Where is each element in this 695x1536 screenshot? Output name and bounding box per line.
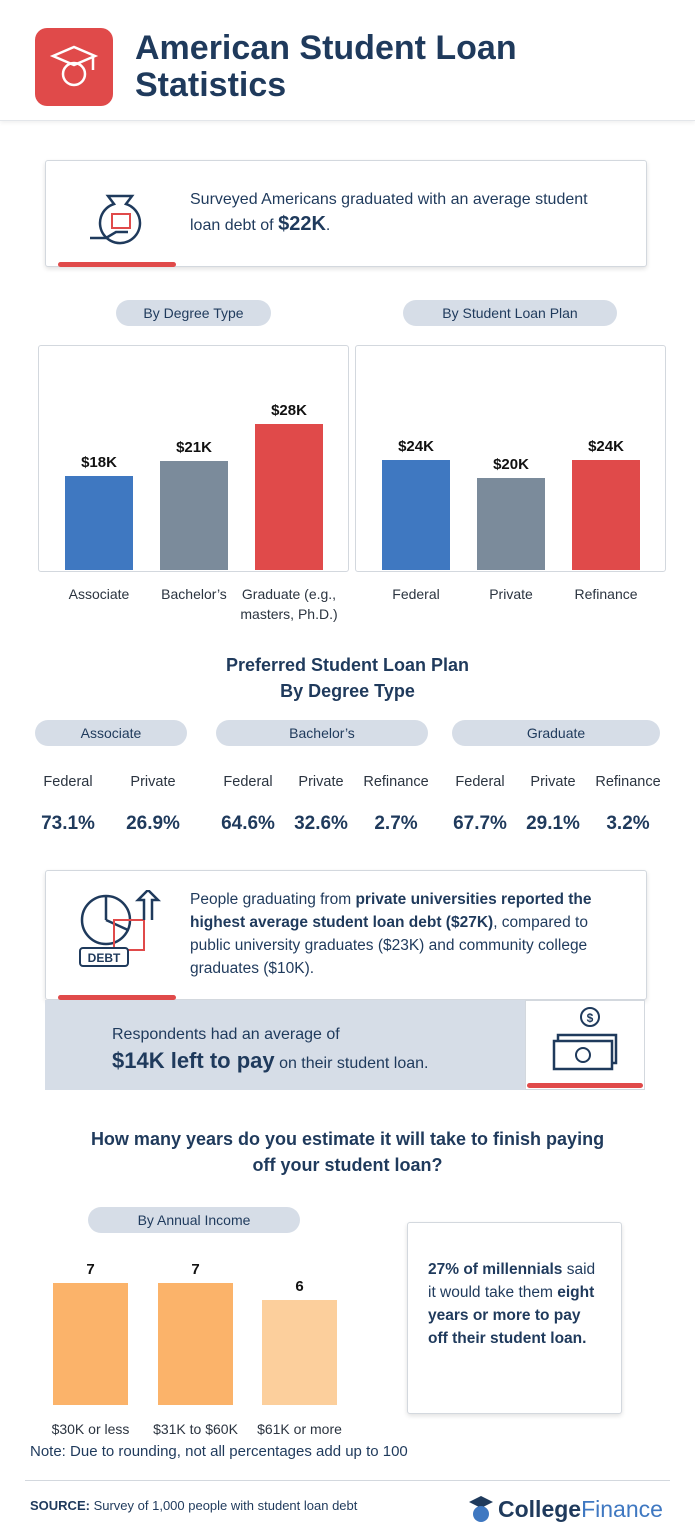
text: . [325, 217, 331, 234]
text: Respondents had an average of [112, 1026, 340, 1043]
bar [262, 1300, 337, 1405]
value-label: $21K [176, 438, 212, 456]
section-title: Preferred Student Loan Plan By Degree Typ… [0, 652, 695, 704]
category-label: Bachelor’s [161, 586, 227, 602]
category-label: Private [489, 586, 533, 602]
bar [255, 424, 323, 570]
plan-label: Private [298, 774, 344, 790]
text: said it would take them [428, 1261, 596, 1301]
bar [53, 1282, 128, 1405]
bold-text: $14K left to pay [112, 1048, 275, 1073]
intro-text: Surveyed Americans graduated with an ave… [190, 188, 610, 238]
header-icon [35, 28, 113, 106]
note: Note: Due to rounding, not all percentag… [30, 1443, 408, 1460]
debt-icon: DEBT [79, 890, 162, 967]
bold-text: 27% of millennials [428, 1261, 563, 1278]
value-label: 6 [295, 1278, 304, 1295]
text: , compared to public university graduate… [190, 914, 588, 977]
bar [572, 459, 640, 570]
bold-text: private universities reported the highes… [190, 891, 592, 931]
chart-title: By Student Loan Plan [403, 300, 617, 326]
private-text: People graduating from private universit… [190, 888, 620, 980]
category-label: Associate [68, 586, 130, 602]
text: on their student loan. [279, 1055, 429, 1072]
bar [477, 478, 545, 570]
plan-share: 3.2% [606, 813, 650, 834]
plan-label: Refinance [595, 774, 661, 790]
text: People graduating from [190, 891, 352, 908]
group-label: Graduate [452, 720, 660, 746]
bar [160, 460, 228, 570]
source-label: SOURCE: [30, 1498, 90, 1513]
millennials-text: 27% of millennials said it would take th… [428, 1258, 603, 1350]
category-label: $30K or less [51, 1421, 130, 1437]
value-label: $24K [398, 437, 434, 455]
brand-part: Finance [581, 1496, 663, 1522]
title-line: off your student loan? [252, 1155, 443, 1175]
remaining-text: Respondents had an average of $14K left t… [112, 1022, 512, 1077]
remaining-card [45, 1000, 525, 1090]
value-label: $18K [81, 454, 117, 472]
logo-icon [469, 1496, 493, 1522]
plan-label: Federal [43, 774, 93, 790]
plan-share: 26.9% [126, 813, 180, 834]
category-label: $61K or more [257, 1421, 342, 1437]
chart-title: By Annual Income [88, 1207, 300, 1233]
divider [25, 1480, 670, 1481]
title-line: By Degree Type [280, 681, 415, 701]
plan-share: 29.1% [526, 813, 580, 834]
category-label: Refinance [574, 586, 638, 602]
source: SOURCE: Survey of 1,000 people with stud… [30, 1498, 357, 1513]
plan-share: 2.7% [374, 813, 418, 834]
group-label: Bachelor’s [216, 720, 428, 746]
plan-label: Refinance [363, 774, 429, 790]
category-label: Graduate (e.g., masters, Ph.D.) [240, 586, 338, 622]
bar [65, 476, 133, 570]
plan-share: 64.6% [221, 813, 275, 834]
category-label: $31K to $60K [153, 1421, 238, 1437]
plan-label: Federal [223, 774, 273, 790]
category-label: Federal [392, 586, 440, 602]
highlight: $22K [278, 213, 326, 235]
header [0, 0, 695, 121]
money-bag-icon [90, 194, 142, 245]
intro-card [45, 160, 647, 267]
page-title: American Student Loan Statistics [135, 29, 517, 104]
title-line: Preferred Student Loan Plan [225, 655, 470, 675]
question-title: How many years do you estimate it will t… [0, 1126, 695, 1178]
cash-icon: $ [552, 1007, 618, 1071]
millennials-card [407, 1222, 622, 1414]
text: Surveyed Americans graduated with an ave… [190, 191, 588, 234]
icon-label: DEBT [88, 951, 121, 965]
accent-bar [527, 1083, 643, 1088]
plan-label: Private [130, 774, 176, 790]
plan-share: 32.6% [294, 813, 348, 834]
value-label: $24K [588, 437, 624, 455]
chart-title: By Degree Type [116, 300, 271, 326]
plan-label: Federal [455, 774, 505, 790]
group-label: Associate [35, 720, 187, 746]
brand-part: College [498, 1496, 582, 1522]
bar [158, 1282, 233, 1405]
plan-share: 67.7% [453, 813, 507, 834]
value-label: 7 [86, 1260, 95, 1278]
svg-text:$: $ [587, 1011, 594, 1025]
bar [382, 459, 450, 570]
accent-bar [58, 262, 176, 267]
brand: CollegeFinance [498, 1496, 663, 1523]
title-line: How many years do you estimate it will t… [90, 1129, 605, 1149]
bold-text: eight years or more to pay off their stu… [428, 1284, 595, 1347]
accent-bar [58, 995, 176, 1000]
plan-label: Private [530, 774, 576, 790]
value-label: 7 [191, 1260, 200, 1278]
value-label: $20K [493, 456, 529, 473]
value-label: $28K [271, 402, 307, 420]
plan-share: 73.1% [41, 813, 95, 834]
source-text: Survey of 1,000 people with student loan… [93, 1498, 358, 1513]
